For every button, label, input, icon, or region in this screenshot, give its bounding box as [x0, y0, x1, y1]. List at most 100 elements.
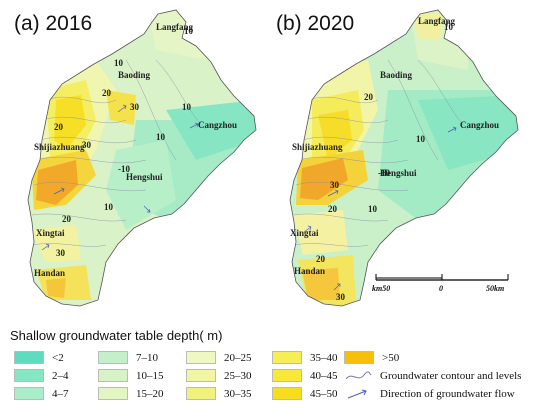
city-label-shijiazhuang: Shijiazhuang: [292, 142, 343, 152]
legend-label: <2: [52, 351, 64, 364]
legend-item: 45–50: [272, 386, 338, 401]
legend-swatch: [14, 387, 44, 400]
scale-label-left: km50: [372, 284, 391, 293]
contour-label: -10: [378, 168, 390, 178]
city-label-handan: Handan: [294, 266, 325, 276]
contour-label: 20: [316, 254, 326, 264]
city-labels-2020: Langfang Baoding Cangzhou Shijiazhuang H…: [290, 16, 499, 276]
flow-arrows-2016: [41, 104, 199, 251]
contour-label: 10: [444, 22, 454, 32]
contour-label: 10: [104, 202, 114, 212]
legend-swatch: [98, 351, 128, 364]
flow-arrows-2020: [303, 126, 457, 291]
legend-item: 35–40: [272, 350, 338, 365]
contour-label: 10: [184, 26, 194, 36]
contour-label: 10: [156, 132, 166, 142]
legend-swatch: [272, 351, 302, 364]
city-labels-2016: Langfang Baoding Cangzhou Shijiazhuang H…: [34, 22, 237, 278]
legend-title: Shallow groundwater table depth( m): [10, 328, 223, 343]
legend-item: 7–10: [98, 350, 158, 365]
legend-label: Groundwater contour and levels: [380, 369, 522, 382]
flow-arrow-icon: [347, 389, 367, 398]
city-label-baoding: Baoding: [380, 70, 413, 80]
city-label-hengshui: Hengshui: [126, 172, 163, 182]
legend-label: 30–35: [224, 387, 252, 400]
contour-label: 10: [416, 134, 426, 144]
map-2020: 10 20 30 10 -10 20 10 20 30 Langfang Bao…: [289, 9, 519, 307]
legend-item: 2–4: [14, 368, 69, 383]
map-panel-2016: 10 20 30 10 20 30 10 -10 10 20 30 10 Lan…: [6, 0, 266, 312]
legend-label: 15–20: [136, 387, 164, 400]
contour-label: -10: [118, 164, 130, 174]
city-label-xingtai: Xingtai: [290, 228, 319, 238]
scale-label-zero: 0: [439, 284, 443, 293]
city-label-cangzhou: Cangzhou: [460, 120, 499, 130]
legend-label: 10–15: [136, 369, 164, 382]
scale-bar: km50 0 50km: [372, 270, 512, 310]
city-label-handan: Handan: [34, 268, 65, 278]
legend-label: >50: [382, 351, 400, 364]
legend-item: 25–30: [186, 368, 252, 383]
contour-labels-2016: 10 20 30 10 20 30 10 -10 10 20 30 10: [54, 26, 194, 258]
contour-label: 10: [182, 102, 192, 112]
legend-item: Groundwater contour and levels: [344, 368, 521, 383]
legend-item: >50: [344, 350, 399, 365]
legend-label: 40–45: [310, 369, 338, 382]
contour-label: 20: [328, 204, 338, 214]
legend-label: 45–50: [310, 387, 338, 400]
legend-item: 20–25: [186, 350, 252, 365]
legend-label: 25–30: [224, 369, 252, 382]
legend-label: 20–25: [224, 351, 252, 364]
city-label-shijiazhuang: Shijiazhuang: [34, 142, 85, 152]
legend-item: 15–20: [98, 386, 164, 401]
legend-label: 2–4: [52, 369, 69, 382]
province-boundary-2016: [27, 9, 257, 307]
legend-swatch: [186, 387, 216, 400]
contour-label: 10: [368, 204, 378, 214]
city-label-langfang: Langfang: [418, 16, 456, 26]
legend-swatch: [272, 369, 302, 382]
legend-label: 4–7: [52, 387, 69, 400]
legend-swatch: [14, 351, 44, 364]
contour-label: 10: [114, 58, 124, 68]
legend-swatch: [98, 369, 128, 382]
city-label-baoding: Baoding: [118, 70, 151, 80]
contour-labels-2020: 10 20 30 10 -10 20 10 20 30: [316, 22, 454, 302]
legend-swatch: [186, 369, 216, 382]
legend-item: <2: [14, 350, 64, 365]
legend-item: 10–15: [98, 368, 164, 383]
legend-swatch: [344, 351, 374, 364]
contour-line-icon: [345, 370, 372, 379]
contour-label: 30: [330, 180, 340, 190]
legend-label: 7–10: [136, 351, 158, 364]
city-label-xingtai: Xingtai: [36, 228, 65, 238]
map-panel-2020: 10 20 30 10 -10 20 10 20 30 Langfang Bao…: [268, 0, 528, 312]
province-boundary-2020: [289, 9, 519, 307]
city-label-hengshui: Hengshui: [380, 168, 417, 178]
contour-label: 20: [364, 92, 374, 102]
city-label-cangzhou: Cangzhou: [198, 120, 237, 130]
legend: <2 2–4 4–7 7–10 10–15 15–20 20–25 25–30 30–35 35–…: [14, 350, 544, 408]
contour-label: 30: [82, 140, 92, 150]
contour-label: 20: [62, 214, 72, 224]
contour-label: 30: [56, 248, 66, 258]
scale-bar-ruler: [375, 274, 509, 281]
legend-swatch: [186, 351, 216, 364]
legend-swatch: [98, 387, 128, 400]
contour-label: 20: [102, 88, 112, 98]
legend-swatch: [14, 369, 44, 382]
city-label-langfang: Langfang: [156, 22, 194, 32]
scale-label-right: 50km: [486, 284, 505, 293]
legend-item: 40–45: [272, 368, 338, 383]
legend-swatch: [272, 387, 302, 400]
legend-item: Direction of groundwater flow: [344, 386, 515, 401]
panel-title: (a) 2016: [14, 12, 93, 35]
map-2016: 10 20 30 10 20 30 10 -10 10 20 30 10 Lan…: [27, 9, 257, 307]
legend-item: 4–7: [14, 386, 69, 401]
contour-label: 20: [54, 122, 64, 132]
contour-label: 30: [130, 102, 140, 112]
legend-label: 35–40: [310, 351, 338, 364]
legend-item: 30–35: [186, 386, 252, 401]
legend-label: Direction of groundwater flow: [380, 387, 515, 400]
contour-label: 30: [336, 292, 346, 302]
